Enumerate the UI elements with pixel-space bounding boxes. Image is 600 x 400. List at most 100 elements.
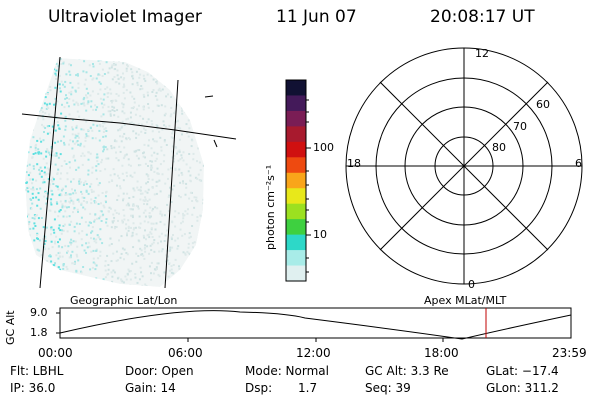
emission-pixel [73, 230, 76, 233]
emission-pixel [40, 217, 43, 219]
emission-pixel [119, 187, 122, 190]
emission-pixel [35, 179, 38, 182]
emission-pixel [144, 209, 147, 212]
emission-pixel [68, 113, 71, 116]
emission-pixel [87, 100, 90, 103]
emission-pixel [147, 103, 150, 105]
colorbar-tick-100: 100 [313, 141, 334, 154]
emission-pixel [95, 77, 98, 80]
emission-pixel [176, 152, 178, 155]
emission-pixel [64, 115, 67, 118]
emission-pixel [92, 190, 95, 193]
emission-pixel [82, 101, 85, 104]
emission-pixel [40, 107, 43, 109]
emission-pixel [87, 169, 90, 172]
emission-pixel [80, 271, 83, 274]
emission-pixel [35, 188, 38, 191]
emission-pixel [111, 280, 114, 283]
emission-pixel [162, 160, 165, 163]
emission-pixel [65, 265, 68, 268]
emission-pixel [152, 222, 155, 225]
emission-pixel [171, 132, 174, 135]
emission-pixel [164, 112, 167, 115]
emission-pixel [120, 235, 123, 238]
emission-pixel [67, 105, 70, 108]
emission-pixel [119, 150, 122, 153]
emission-pixel [177, 159, 180, 162]
emission-pixel [73, 103, 76, 106]
emission-pixel [149, 206, 152, 209]
emission-pixel [170, 167, 173, 170]
emission-pixel [39, 137, 41, 140]
emission-pixel [169, 186, 171, 189]
emission-pixel [166, 229, 168, 232]
emission-pixel [152, 110, 154, 113]
emission-pixel [62, 229, 65, 232]
emission-pixel [110, 207, 112, 210]
emission-pixel [193, 241, 196, 244]
colorbar-swatch [286, 126, 306, 143]
emission-pixel [81, 230, 84, 233]
emission-pixel [83, 196, 86, 199]
status-dsp-label: Dsp: [245, 381, 273, 395]
emission-pixel [42, 178, 45, 181]
emission-pixel [119, 128, 122, 131]
emission-pixel [93, 200, 96, 202]
emission-pixel [72, 200, 75, 203]
emission-pixel [114, 63, 117, 66]
emission-pixel [172, 272, 175, 275]
emission-pixel [89, 94, 92, 97]
emission-pixel [101, 242, 104, 245]
emission-pixel [74, 136, 77, 139]
emission-pixel [197, 173, 200, 176]
emission-pixel [34, 149, 37, 152]
emission-pixel [129, 208, 132, 210]
emission-pixel [97, 194, 100, 197]
emission-pixel [139, 88, 142, 91]
emission-pixel [61, 255, 64, 258]
emission-pixel [184, 253, 187, 256]
emission-pixel [132, 123, 135, 126]
emission-pixel [55, 235, 58, 238]
emission-pixel [60, 112, 63, 115]
colorbar-ticks [306, 99, 311, 273]
emission-pixel [148, 252, 151, 255]
emission-pixel [28, 163, 31, 166]
emission-pixel [73, 225, 76, 228]
emission-pixel [61, 203, 64, 206]
emission-pixel [38, 239, 41, 242]
emission-pixel [169, 248, 172, 251]
emission-pixel [118, 82, 121, 85]
emission-pixel [105, 221, 108, 224]
emission-pixel [134, 113, 137, 116]
emission-pixel [186, 212, 189, 215]
emission-pixel [62, 263, 65, 265]
emission-pixel [90, 250, 93, 253]
emission-pixel [92, 108, 95, 111]
emission-pixel [47, 168, 50, 171]
emission-pixel [97, 184, 100, 187]
emission-pixel [113, 227, 116, 230]
emission-pixel [127, 137, 130, 139]
emission-pixel [132, 204, 135, 207]
emission-pixel [150, 228, 153, 231]
emission-pixel [182, 251, 185, 254]
emission-pixel [27, 190, 30, 193]
emission-pixel [137, 205, 139, 208]
emission-pixel [141, 192, 144, 195]
emission-pixel [99, 124, 102, 127]
emission-pixel [70, 241, 73, 244]
emission-pixel [77, 259, 80, 262]
emission-pixel [130, 68, 133, 71]
emission-pixel [75, 124, 78, 127]
emission-pixel [42, 118, 45, 121]
emission-pixel [61, 103, 63, 106]
emission-pixel [167, 275, 170, 278]
emission-pixel [82, 200, 85, 202]
emission-pixel [92, 237, 95, 240]
emission-pixel [31, 188, 34, 191]
emission-pixel [115, 140, 118, 143]
emission-pixel [64, 192, 67, 194]
emission-pixel [54, 141, 57, 144]
emission-pixel [64, 125, 67, 128]
